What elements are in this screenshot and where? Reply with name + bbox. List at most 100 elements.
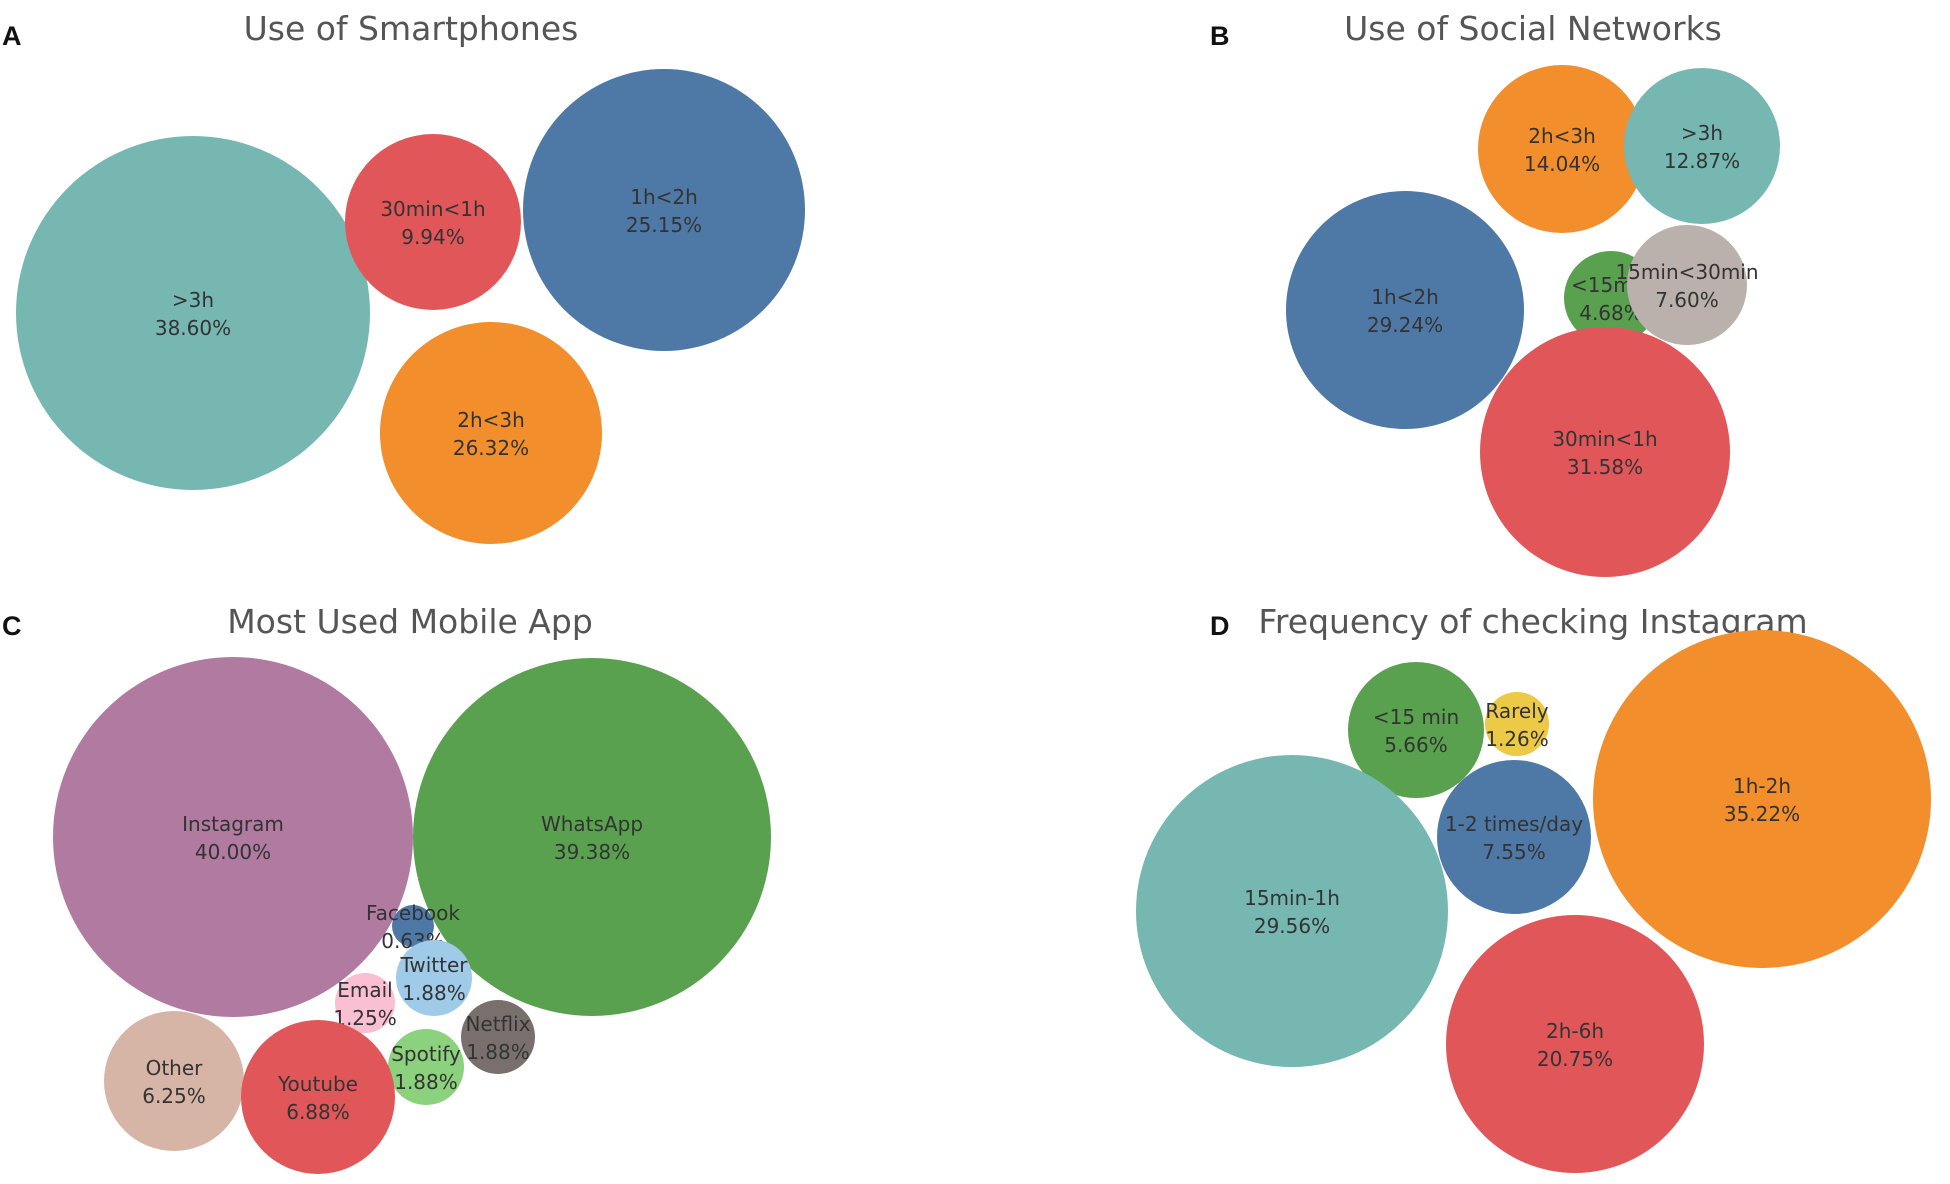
panel-c-title: Most Used Mobile App [227,602,593,641]
bubble-circle [1480,327,1730,577]
bubble-2h-6h: 2h-6h 20.75% [1446,915,1704,1173]
bubble-category-label: Twitter [399,953,468,977]
bubble-category-label: Spotify [391,1042,461,1066]
panel-d: D Frequency of checking Instagram <15 mi… [1136,602,1931,1173]
panel-a: A Use of Smartphones >3h 38.60% 30min<1h 9.… [2,9,805,544]
bubble-category-label: 1h<2h [630,185,698,209]
bubble-category-label: WhatsApp [541,812,643,836]
bubble-1h-2h: 1h-2h 35.22% [1593,630,1931,968]
bubble-circle [241,1020,395,1174]
bubble-1-2-times-day: 1-2 times/day 7.55% [1437,760,1591,914]
bubble-whatsapp: WhatsApp 39.38% [413,658,771,1016]
bubble-category-label: 30min<1h [1552,427,1657,451]
bubble-instagram: Instagram 40.00% [53,657,413,1017]
bubble-rarely: Rarely 1.26% [1485,692,1549,756]
panel-b-letter: B [1210,21,1230,51]
bubble-value-label: 1.88% [402,981,466,1005]
bubble-circle [1627,225,1747,345]
bubble-category-label: >3h [172,288,214,312]
bubble-value-label: 14.04% [1524,152,1600,176]
bubble-value-label: 25.15% [626,213,702,237]
bubble-category-label: 2h-6h [1546,1019,1604,1043]
bubble-value-label: 12.87% [1664,149,1740,173]
bubble-circle [1624,68,1780,224]
bubble-spotify: Spotify 1.88% [388,1029,464,1105]
bubble-circle [1478,65,1646,233]
bubble-15min-1h: 15min-1h 29.56% [1136,755,1448,1067]
panel-a-bubbles: >3h 38.60% 30min<1h 9.94% 1h<2h 25.15% 2h<3h 26… [16,69,805,544]
bubble-value-label: 29.24% [1367,313,1443,337]
panel-b: B Use of Social Networks 2h<3h 14.04% >3h 1… [1210,9,1780,577]
panel-a-letter: A [2,21,22,51]
bubble-value-label: 7.60% [1655,288,1719,312]
bubble-category-label: 2h<3h [457,408,525,432]
bubble-circle [1593,630,1931,968]
bubble-1h-2h: 1h<2h 29.24% [1286,191,1524,429]
bubble-value-label: 31.58% [1567,455,1643,479]
bubble-category-label: >3h [1681,121,1723,145]
bubble-value-label: 1.88% [394,1070,458,1094]
bubble-circle [1286,191,1524,429]
bubble-category-label: 1-2 times/day [1445,812,1583,836]
bubble-circle [388,1029,464,1105]
bubble-twitter: Twitter 1.88% [396,940,472,1016]
panel-c-bubbles: Instagram40.00%WhatsApp39.38%Facebook0.6… [53,657,771,1174]
bubble-value-label: 20.75% [1537,1047,1613,1071]
panel-d-letter: D [1210,611,1230,641]
bubble-value-label: 38.60% [155,316,231,340]
bubble-category-label: 1h-2h [1733,774,1791,798]
bubble-circle [16,136,370,490]
bubble-circle [413,658,771,1016]
bubble-circle [523,69,805,351]
panel-d-bubbles: <15 min 5.66% Rarely 1.26% 1-2 times/day 7.55… [1136,630,1931,1173]
bubble-category-label: 30min<1h [380,197,485,221]
bubble-category-label: 1h<2h [1371,285,1439,309]
bubble-circle [1485,692,1549,756]
bubble-category-label: Other [146,1056,204,1080]
bubble-circle [1446,915,1704,1173]
bubble-value-label: 7.55% [1482,840,1546,864]
bubble-circle [1136,755,1448,1067]
bubble-circle [1437,760,1591,914]
bubble-15-min: <15 min 5.66% [1348,662,1484,798]
bubble-value-label: 40.00% [195,840,271,864]
bubble-value-label: 6.88% [286,1100,350,1124]
bubble-30min-1h: 30min<1h 31.58% [1480,327,1730,577]
bubble-1h-2h: 1h<2h 25.15% [523,69,805,351]
bubble-30min-1h: 30min<1h 9.94% [345,134,521,310]
bubble-circle [1348,662,1484,798]
bubble-value-label: 6.25% [142,1084,206,1108]
bubble-category-label: Facebook [366,901,460,925]
panel-c: C Most Used Mobile App Instagram 40.00% Wh… [2,602,771,1174]
bubble-value-label: 35.22% [1724,802,1800,826]
bubble-category-label: Instagram [182,812,284,836]
bubble-youtube: Youtube 6.88% [241,1020,395,1174]
bubble-netflix: Netflix 1.88% [461,1000,535,1074]
bubble-value-label: 5.66% [1384,733,1448,757]
bubble-circle [345,134,521,310]
bubble-circle [461,1000,535,1074]
panel-a-title: Use of Smartphones [244,9,579,48]
bubble-category-label: <15 min [1373,705,1459,729]
bubble-circle [335,973,395,1033]
bubble-category-label: Netflix [465,1012,530,1036]
bubble-value-label: 29.56% [1254,914,1330,938]
bubble-category-label: 2h<3h [1528,124,1596,148]
bubble-2h-3h: 2h<3h 14.04% [1478,65,1646,233]
bubble-category-label: Email [337,978,393,1002]
bubble-value-label: 39.38% [554,840,630,864]
bubble-category-label: Rarely [1485,699,1548,723]
bubble-circle [104,1011,244,1151]
bubble-circle [396,940,472,1016]
bubble-other: Other 6.25% [104,1011,244,1151]
bubble-circle [53,657,413,1017]
bubble-circle [380,322,602,544]
panel-b-title: Use of Social Networks [1344,9,1722,48]
bubble-category-label: Youtube [277,1072,358,1096]
bubble-value-label: 1.88% [466,1040,530,1064]
bubble-category-label: 15min<30min [1615,260,1758,284]
bubble-value-label: 1.26% [1485,727,1549,751]
bubble-3h: >3h 12.87% [1624,68,1780,224]
